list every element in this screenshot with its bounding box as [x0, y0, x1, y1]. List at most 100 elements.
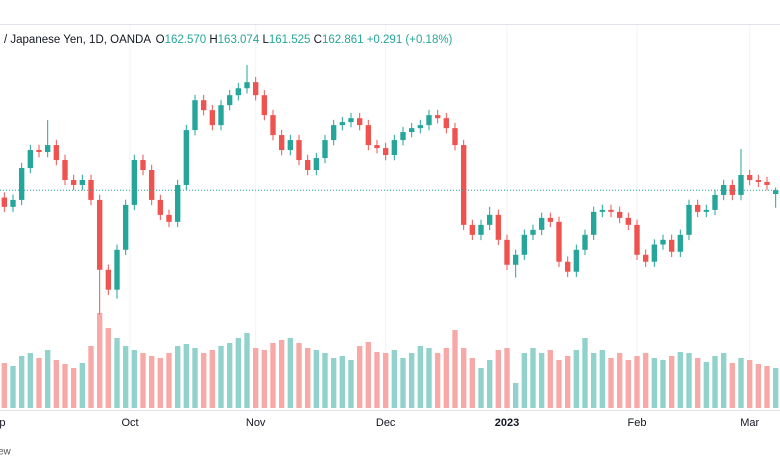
candle-body — [122, 204, 129, 250]
volume-bar — [668, 356, 675, 408]
volume-bar — [642, 353, 649, 408]
candle-body — [573, 249, 580, 272]
candle-body — [478, 224, 484, 235]
open-label: O — [156, 34, 165, 46]
volume-bar — [434, 353, 441, 408]
volume-bar — [140, 353, 146, 408]
candle-body — [426, 115, 432, 126]
volume-bar — [356, 346, 363, 408]
volume-bar — [304, 348, 311, 408]
volume-bar — [677, 352, 684, 408]
candle-body — [226, 95, 233, 106]
candle-body — [434, 115, 441, 119]
volume-bar — [599, 350, 606, 408]
candle-body — [374, 145, 380, 149]
candle-body — [651, 244, 658, 262]
volume-bar — [469, 358, 476, 408]
volume-bar — [486, 360, 493, 408]
candle-body — [703, 209, 710, 212]
volume-bar — [114, 338, 120, 408]
volume-bar — [391, 350, 398, 408]
candle-body — [772, 190, 779, 195]
candle-body — [18, 168, 25, 200]
volume-bar — [764, 366, 770, 408]
candle-body — [192, 100, 198, 131]
candle-body — [235, 88, 242, 96]
volume-bar — [270, 343, 276, 408]
candle-body — [400, 132, 406, 141]
volume-bar — [88, 346, 94, 408]
volume-bar — [18, 356, 25, 408]
candle-body — [270, 115, 276, 136]
candle-body — [582, 234, 588, 250]
candle-body — [391, 140, 398, 156]
candle-body — [252, 82, 259, 96]
volume-bar — [382, 353, 389, 408]
volume-bar — [235, 338, 242, 408]
volume-bar — [400, 358, 406, 408]
candle-body — [348, 118, 354, 123]
candle-body — [469, 224, 476, 235]
volume-bar — [426, 348, 432, 408]
legend: / Japanese Yen, 1D, OANDA O162.570 H163.… — [4, 34, 453, 46]
candle-body — [296, 140, 302, 161]
candle-body — [261, 95, 268, 116]
volume-bar — [625, 360, 632, 408]
candle-body — [218, 105, 224, 126]
volume-bar — [772, 368, 779, 408]
candle-body — [10, 199, 16, 207]
x-tick-label: Sep — [0, 417, 5, 429]
volume-bar — [244, 333, 250, 408]
volume-bar — [287, 338, 294, 408]
volume-bar — [313, 350, 320, 408]
candle-body — [590, 211, 597, 235]
volume-bar — [729, 363, 736, 408]
candle-body — [530, 229, 536, 235]
candle-body — [564, 261, 571, 272]
volume-bar — [521, 353, 528, 408]
candle-body — [642, 254, 649, 262]
candle-body — [244, 82, 250, 89]
candle-body — [625, 217, 632, 225]
volume-bar — [746, 360, 753, 408]
candle-body — [452, 128, 458, 146]
x-tick-label: 2023 — [495, 417, 519, 429]
candle-body — [70, 179, 77, 185]
low-label: L — [262, 34, 269, 46]
volume-bar — [148, 356, 155, 408]
candle-pane — [0, 65, 780, 315]
candle-body — [114, 249, 120, 290]
time-axis: Sep Oct Nov Dec 2023 Feb Mar — [0, 417, 759, 429]
candle-body — [417, 125, 424, 129]
candle-body — [27, 150, 34, 169]
volume-bar — [157, 358, 164, 408]
volume-bar — [408, 353, 415, 408]
volume-bar — [252, 348, 259, 408]
candle-body — [512, 254, 519, 265]
volume-bar — [348, 360, 354, 408]
volume-bar — [10, 366, 16, 408]
candle-body — [96, 199, 103, 270]
candle-body — [738, 174, 744, 195]
volume-bar — [79, 363, 86, 408]
volume-bar — [53, 360, 60, 408]
candle-body — [200, 100, 207, 111]
volume-bar — [504, 348, 510, 408]
candle-body — [166, 214, 172, 222]
volume-bar — [452, 330, 458, 408]
candle-body — [599, 209, 606, 212]
x-tick-label: Mar — [740, 417, 759, 429]
volume-bar — [538, 353, 545, 408]
candle-body — [677, 234, 684, 252]
volume-bar — [738, 358, 744, 408]
volume-bar — [582, 338, 588, 408]
volume-bar — [27, 353, 34, 408]
change: +0.291 (+0.18%) — [367, 34, 453, 46]
volume-bar — [417, 346, 424, 408]
symbol: / Japanese Yen, 1D, OANDA — [4, 34, 151, 46]
candle-body — [140, 160, 146, 170]
volume-bar — [44, 350, 51, 408]
x-tick-label: Feb — [628, 417, 647, 429]
volume-bar — [330, 358, 337, 408]
volume-bar — [209, 350, 216, 408]
